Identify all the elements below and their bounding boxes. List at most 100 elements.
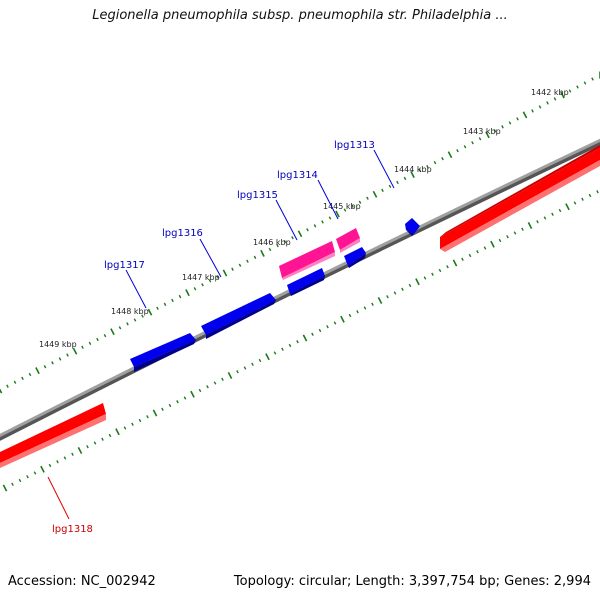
minor-tick bbox=[213, 381, 217, 385]
gene-label-lpg1313[interactable]: lpg1313 bbox=[334, 140, 395, 189]
gene-label-lpg1314[interactable]: lpg1314 bbox=[277, 170, 339, 220]
minor-tick bbox=[183, 396, 187, 400]
minor-tick bbox=[283, 239, 287, 244]
minor-tick bbox=[133, 318, 137, 322]
gene-block-lpg1313[interactable] bbox=[405, 218, 420, 236]
major-tick bbox=[152, 409, 158, 417]
major-tick bbox=[335, 210, 340, 218]
minor-tick bbox=[168, 403, 172, 408]
minor-tick bbox=[56, 460, 59, 464]
gene-label-lpg1315[interactable]: lpg1315 bbox=[237, 190, 298, 241]
minor-tick bbox=[403, 176, 407, 181]
minor-tick bbox=[543, 216, 547, 220]
gene-block-lpg1315[interactable] bbox=[287, 247, 366, 296]
minor-tick bbox=[126, 322, 129, 326]
minor-tick bbox=[591, 77, 594, 81]
minor-tick bbox=[58, 357, 62, 361]
major-tick bbox=[147, 308, 153, 316]
minor-tick bbox=[498, 238, 502, 243]
minor-tick bbox=[288, 343, 292, 348]
minor-tick bbox=[381, 188, 384, 193]
outer-tick-ring bbox=[0, 71, 600, 394]
minor-tick bbox=[103, 333, 107, 338]
minor-tick bbox=[118, 326, 122, 330]
svg-text:lpg1316: lpg1316 bbox=[162, 228, 203, 239]
major-tick bbox=[340, 315, 345, 323]
svg-text:lpg1313: lpg1313 bbox=[334, 140, 375, 151]
minor-tick bbox=[311, 332, 314, 336]
topology-summary: Topology: circular; Length: 3,397,754 bp… bbox=[233, 574, 591, 589]
minor-tick bbox=[141, 314, 144, 318]
minor-tick bbox=[521, 227, 524, 231]
minor-tick bbox=[13, 380, 17, 384]
major-tick bbox=[452, 259, 458, 267]
minor-tick bbox=[268, 247, 272, 252]
major-tick bbox=[2, 484, 8, 492]
minor-tick bbox=[558, 208, 562, 213]
major-tick bbox=[297, 230, 303, 238]
minor-tick bbox=[138, 418, 142, 423]
minor-tick bbox=[108, 433, 112, 438]
minor-tick bbox=[401, 287, 404, 291]
minor-tick bbox=[96, 337, 99, 342]
minor-tick bbox=[238, 263, 242, 267]
svg-text:lpg1315: lpg1315 bbox=[237, 190, 278, 201]
minor-tick bbox=[431, 272, 434, 276]
minor-tick bbox=[388, 184, 392, 189]
minor-tick bbox=[216, 275, 219, 279]
gene-block-lpg1316[interactable] bbox=[201, 293, 276, 339]
minor-tick bbox=[358, 200, 362, 204]
minor-tick bbox=[93, 441, 97, 445]
tick-label: 1443 kbp bbox=[463, 127, 501, 136]
minor-tick bbox=[471, 141, 474, 145]
minor-tick bbox=[536, 220, 539, 224]
gene-block-lpg1314[interactable] bbox=[279, 228, 360, 280]
major-tick bbox=[560, 91, 565, 99]
minor-tick bbox=[463, 145, 467, 149]
tick-label: 1445 kbp bbox=[323, 202, 361, 211]
gene-block-red-right[interactable] bbox=[440, 145, 600, 252]
major-tick bbox=[522, 111, 528, 119]
minor-tick bbox=[371, 302, 374, 306]
minor-tick bbox=[71, 452, 74, 456]
minor-tick bbox=[478, 137, 482, 141]
minor-tick bbox=[26, 475, 29, 479]
accession-label: Accession: NC_002942 bbox=[8, 574, 156, 589]
svg-text:lpg1314: lpg1314 bbox=[277, 170, 318, 181]
minor-tick bbox=[243, 366, 247, 370]
minor-tick bbox=[236, 370, 239, 374]
major-tick bbox=[190, 390, 195, 398]
minor-tick bbox=[333, 321, 337, 325]
minor-tick bbox=[433, 160, 437, 165]
tick-label: 1447 kbp bbox=[182, 273, 220, 282]
gene-label-lpg1318[interactable]: lpg1318 bbox=[47, 476, 93, 535]
minor-tick bbox=[131, 422, 134, 426]
minor-tick bbox=[553, 97, 557, 101]
minor-tick bbox=[508, 121, 512, 125]
tick-label: 1448 kbp bbox=[111, 307, 149, 316]
minor-tick bbox=[386, 295, 389, 299]
minor-tick bbox=[493, 129, 497, 133]
major-tick bbox=[485, 131, 490, 139]
minor-tick bbox=[276, 243, 279, 248]
gene-label-lpg1316[interactable]: lpg1316 bbox=[162, 228, 222, 278]
minor-tick bbox=[198, 388, 202, 393]
gene-label-lpg1317[interactable]: lpg1317 bbox=[104, 260, 147, 309]
minor-tick bbox=[546, 101, 549, 105]
minor-tick bbox=[461, 257, 464, 261]
minor-tick bbox=[531, 109, 534, 113]
gene-block-lpg1317[interactable] bbox=[130, 333, 196, 372]
major-tick bbox=[110, 328, 115, 336]
minor-tick bbox=[501, 125, 504, 129]
minor-tick bbox=[178, 294, 182, 299]
minor-tick bbox=[246, 259, 249, 263]
minor-tick bbox=[258, 358, 262, 363]
major-tick bbox=[0, 388, 3, 394]
major-tick bbox=[222, 269, 228, 277]
minor-tick bbox=[28, 372, 32, 377]
minor-tick bbox=[581, 197, 584, 201]
gene-block-lpg1318[interactable] bbox=[0, 403, 106, 468]
minor-tick bbox=[356, 310, 359, 314]
minor-tick bbox=[506, 235, 509, 239]
